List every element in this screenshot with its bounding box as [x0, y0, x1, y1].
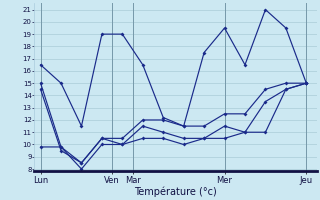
X-axis label: Température (°c): Température (°c)	[134, 186, 217, 197]
